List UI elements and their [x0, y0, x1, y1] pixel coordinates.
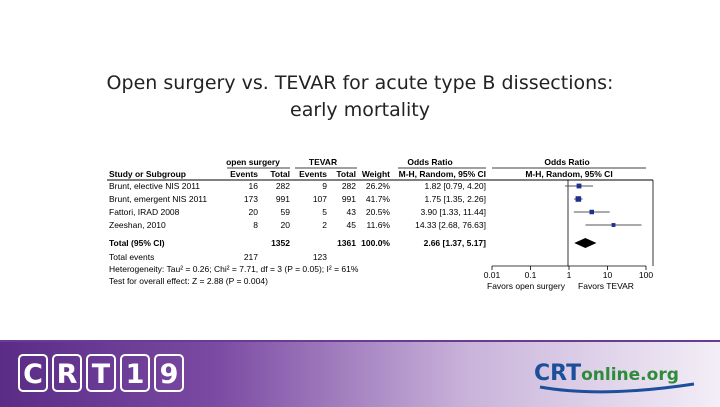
study-total-open: 282: [276, 181, 290, 191]
x-tick-label: 0.01: [484, 270, 501, 280]
study-total-open: 991: [276, 194, 290, 204]
svg-text:CRTonline.org: CRTonline.org: [534, 361, 679, 386]
study-total-tevar: 991: [342, 194, 356, 204]
overall-effect-text: Test for overall effect: Z = 2.88 (P = 0…: [109, 276, 268, 286]
study-total-tevar: 43: [347, 207, 357, 217]
col-events-tevar: Events: [299, 169, 327, 179]
total-tevar: 1361: [337, 238, 356, 248]
header-open-surgery: open surgery: [226, 157, 280, 167]
footer-bar: C R T 1 9 CRTonline.org: [0, 340, 720, 407]
study-row: Fattori, IRAD 2008 20 59 5 43 20.5% 3.90…: [109, 207, 486, 217]
slide-title-line-1: Open surgery vs. TEVAR for acute type B …: [106, 72, 614, 94]
total-label: Total (95% CI): [109, 238, 165, 248]
study-total-open: 20: [281, 220, 291, 230]
study-name: Brunt, elective NIS 2011: [109, 181, 200, 191]
favors-open-surgery: Favors open surgery: [487, 281, 566, 291]
study-total-tevar: 45: [347, 220, 357, 230]
study-weight: 20.5%: [366, 207, 391, 217]
heterogeneity-text: Heterogeneity: Tau² = 0.26; Chi² = 7.71,…: [109, 264, 359, 274]
study-square-marker: [589, 209, 595, 215]
study-events-open: 20: [249, 207, 259, 217]
crt-logo-letter: C: [18, 354, 48, 392]
col-events-open: Events: [230, 169, 258, 179]
study-square-marker: [575, 196, 582, 202]
study-events-open: 173: [244, 194, 258, 204]
study-row: Brunt, emergent NIS 2011 173 991 107 991…: [109, 194, 486, 204]
study-square-marker: [576, 183, 582, 189]
total-events-tevar: 123: [313, 252, 327, 262]
crt-logo-letter: R: [52, 354, 82, 392]
study-ci: 14.33 [2.68, 76.63]: [415, 220, 486, 230]
study-events-open: 8: [253, 220, 258, 230]
x-axis-ticks: 0.01 0.1 1 10 100: [484, 266, 653, 280]
study-events-tevar: 9: [322, 181, 327, 191]
crtonline-logo: CRTonline.org: [534, 361, 695, 394]
header-tevar: TEVAR: [309, 157, 337, 167]
x-tick-label: 1: [567, 270, 572, 280]
study-markers: [565, 183, 642, 248]
study-ci: 1.75 [1.35, 2.26]: [425, 194, 486, 204]
slide-title: Open surgery vs. TEVAR for acute type B …: [0, 70, 720, 124]
col-study: Study or Subgroup: [109, 169, 186, 179]
header-odds-ratio: Odds Ratio: [407, 157, 452, 167]
total-open: 1352: [271, 238, 290, 248]
total-row: Total (95% CI) 1352 1361 100.0% 2.66 [1.…: [109, 238, 486, 248]
study-events-tevar: 2: [322, 220, 327, 230]
pooled-diamond: [574, 238, 597, 248]
col-weight: Weight: [362, 169, 390, 179]
study-name: Brunt, emergent NIS 2011: [109, 194, 207, 204]
study-total-tevar: 282: [342, 181, 356, 191]
total-weight: 100.0%: [361, 238, 390, 248]
logo-online-text: online.org: [581, 365, 679, 385]
logo-swoosh: [539, 382, 695, 394]
crt-logo-letter: 1: [120, 354, 150, 392]
x-tick-label: 10: [603, 270, 613, 280]
study-events-open: 16: [249, 181, 259, 191]
crt19-logo: C R T 1 9: [18, 354, 184, 394]
col-total-open: Total: [270, 169, 290, 179]
forest-plot: open surgery TEVAR Odds Ratio Odds Ratio…: [107, 157, 654, 291]
total-events-open: 217: [244, 252, 258, 262]
study-events-tevar: 5: [322, 207, 327, 217]
slide-title-line-2: early mortality: [290, 99, 430, 121]
crt-logo-letter: 9: [154, 354, 184, 392]
col-method: M-H, Random, 95% CI: [399, 169, 486, 179]
crt-logo-letter: T: [86, 354, 116, 392]
study-name: Zeeshan, 2010: [109, 220, 166, 230]
study-square-marker: [611, 223, 616, 227]
study-events-tevar: 107: [313, 194, 327, 204]
col-method-plot: M-H, Random, 95% CI: [525, 169, 612, 179]
study-row: Brunt, elective NIS 2011 16 282 9 282 26…: [109, 181, 486, 191]
total-ci: 2.66 [1.37, 5.17]: [424, 238, 487, 248]
study-name: Fattori, IRAD 2008: [109, 207, 180, 217]
x-tick-label: 100: [639, 270, 653, 280]
study-ci: 3.90 [1.33, 11.44]: [420, 207, 486, 217]
study-weight: 26.2%: [366, 181, 391, 191]
total-events-row: Total events 217 123: [109, 252, 327, 262]
study-total-open: 59: [281, 207, 291, 217]
study-weight: 41.7%: [366, 194, 391, 204]
study-ci: 1.82 [0.79, 4.20]: [425, 181, 486, 191]
study-row: Zeeshan, 2010 8 20 2 45 11.6% 14.33 [2.6…: [109, 220, 486, 230]
favors-tevar: Favors TEVAR: [578, 281, 634, 291]
total-events-label: Total events: [109, 252, 154, 262]
header-odds-ratio-plot: Odds Ratio: [544, 157, 589, 167]
x-tick-label: 0.1: [525, 270, 537, 280]
logo-crt-text: CRT: [534, 361, 581, 386]
study-weight: 11.6%: [367, 220, 391, 230]
col-total-tevar: Total: [336, 169, 356, 179]
